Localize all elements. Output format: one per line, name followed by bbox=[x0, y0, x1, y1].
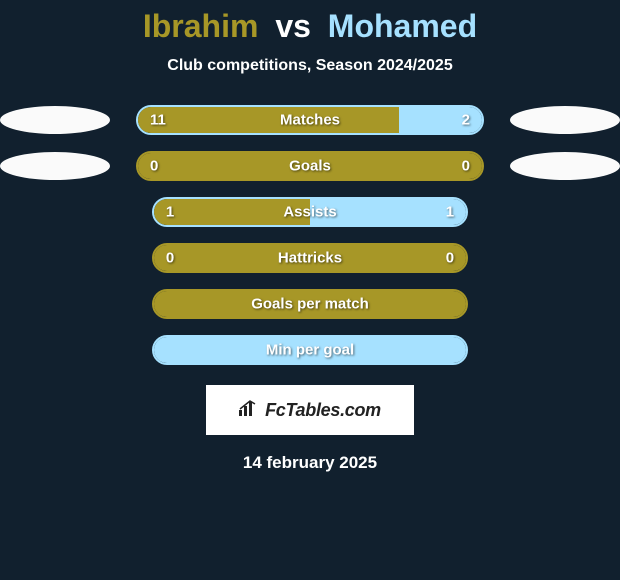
title: Ibrahim vs Mohamed bbox=[0, 8, 620, 45]
player1-name: Ibrahim bbox=[143, 8, 259, 44]
stat-value-player2: 2 bbox=[462, 112, 470, 129]
stat-value-player2: 0 bbox=[462, 158, 470, 175]
comparison-infographic: Ibrahim vs Mohamed Club competitions, Se… bbox=[0, 0, 620, 473]
stat-bar: 0 Goals 0 bbox=[136, 151, 484, 181]
stat-row: 0 Hattricks 0 bbox=[0, 243, 620, 273]
chart-icon bbox=[239, 400, 259, 421]
subtitle: Club competitions, Season 2024/2025 bbox=[0, 57, 620, 75]
player2-photo-placeholder bbox=[510, 152, 620, 180]
bar-fill-player1 bbox=[138, 107, 399, 133]
player1-photo-placeholder bbox=[0, 152, 110, 180]
stat-row: Goals per match bbox=[0, 289, 620, 319]
logo-text: FcTables.com bbox=[265, 400, 381, 421]
player2-name: Mohamed bbox=[328, 8, 477, 44]
stat-row: 11 Matches 2 bbox=[0, 105, 620, 135]
stat-row: 0 Goals 0 bbox=[0, 151, 620, 181]
stat-row: Min per goal bbox=[0, 335, 620, 365]
stat-label: Goals per match bbox=[251, 296, 369, 313]
stat-row: 1 Assists 1 bbox=[0, 197, 620, 227]
stat-bar: 11 Matches 2 bbox=[136, 105, 484, 135]
date-text: 14 february 2025 bbox=[0, 453, 620, 473]
stat-value-player1: 0 bbox=[166, 250, 174, 267]
stat-label: Min per goal bbox=[266, 342, 354, 359]
vs-text: vs bbox=[275, 8, 311, 44]
stat-bar: 1 Assists 1 bbox=[152, 197, 468, 227]
stat-value-player2: 0 bbox=[446, 250, 454, 267]
stat-value-player2: 1 bbox=[446, 204, 454, 221]
logo-box: FcTables.com bbox=[206, 385, 414, 435]
player2-photo-placeholder bbox=[510, 106, 620, 134]
stat-bar: 0 Hattricks 0 bbox=[152, 243, 468, 273]
stat-label: Matches bbox=[280, 112, 340, 129]
stat-label: Assists bbox=[283, 204, 336, 221]
stat-label: Hattricks bbox=[278, 250, 342, 267]
stat-bar: Goals per match bbox=[152, 289, 468, 319]
player1-photo-placeholder bbox=[0, 106, 110, 134]
stat-bar: Min per goal bbox=[152, 335, 468, 365]
stat-value-player1: 0 bbox=[150, 158, 158, 175]
stat-value-player1: 1 bbox=[166, 204, 174, 221]
stat-value-player1: 11 bbox=[150, 112, 166, 129]
stats-area: 11 Matches 2 0 Goals 0 1 Assists 1 0 Hattricks 0 Goa… bbox=[0, 105, 620, 365]
stat-label: Goals bbox=[289, 158, 331, 175]
